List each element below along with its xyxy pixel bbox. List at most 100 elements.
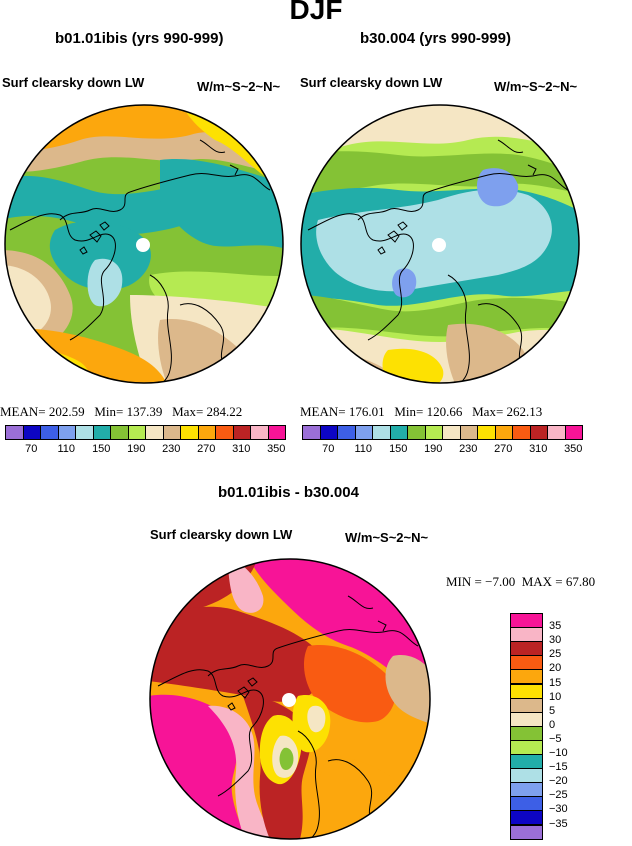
panel-1-colorbar-swatch — [110, 425, 129, 440]
panel-1-colorbar-tick-label: 350 — [267, 443, 286, 455]
diff-min-value: −7.00 — [485, 574, 516, 589]
panel-2-variable-label: Surf clearsky down LW — [300, 75, 443, 90]
diff-case-title: b01.01ibis - b30.004 — [218, 484, 359, 501]
panel-1-colorbar-tick-label: 310 — [232, 443, 251, 455]
diff-colorbar-tick-label: 5 — [549, 704, 556, 717]
diff-pole-marker — [282, 693, 296, 707]
diff-max-value: 67.80 — [565, 574, 596, 589]
panel-1-max-value: 284.22 — [206, 404, 243, 419]
diff-colorbar-tick-label: 30 — [549, 634, 562, 647]
panel-2-colorbar-swatch — [354, 425, 373, 440]
panel-1-colorbar-swatch — [92, 425, 111, 440]
panel-2-colorbar-swatch — [372, 425, 391, 440]
panel-1-colorbar-swatch — [75, 425, 94, 440]
panel-2-colorbar-swatch — [442, 425, 461, 440]
panel-1-pole-marker — [136, 238, 150, 252]
diff-colorbar-tick-label: 35 — [549, 620, 562, 633]
diff-colorbar-swatch — [510, 824, 543, 840]
panel-2-colorbar-tick-label: 270 — [494, 443, 513, 455]
panel-2-colorbar-swatch — [389, 425, 408, 440]
panel-2-mean-label: MEAN= — [300, 404, 346, 419]
panel-2-colorbar-swatch — [564, 425, 583, 440]
diff-colorbar-tick-label: 15 — [549, 676, 562, 689]
panel-1-max-label: Max= — [172, 404, 204, 419]
panel-2-colorbar-tick-label: 70 — [322, 443, 335, 455]
diff-colorbar-tick-label: −30 — [549, 803, 568, 816]
diff-colorbar-tick-label: −5 — [549, 732, 562, 745]
diff-colorbar-swatch — [510, 669, 543, 685]
diff-colorbar-tick-label: 0 — [549, 718, 556, 731]
panel-2-mean-value: 176.01 — [348, 404, 385, 419]
diff-polar-map — [149, 558, 431, 840]
panel-1-colorbar-swatch — [145, 425, 164, 440]
diff-colorbar-tick-label: 25 — [549, 648, 562, 661]
diff-colorbar-tick-label: 20 — [549, 662, 562, 675]
diff-colorbar-swatch — [510, 655, 543, 671]
panel-2-colorbar-swatch — [529, 425, 548, 440]
panel-2-colorbar-swatch — [547, 425, 566, 440]
diff-min-max: MIN = −7.00 MAX = 67.80 — [446, 574, 595, 590]
panel-1-mean-value: 202.59 — [48, 404, 85, 419]
diff-colorbar-tick-label: 10 — [549, 690, 562, 703]
panel-1-colorbar-swatch — [215, 425, 234, 440]
panel-2-case-title: b30.004 (yrs 990-999) — [360, 30, 511, 47]
panel-2-pole-marker — [432, 238, 446, 252]
diff-colorbar-tick-label: −20 — [549, 775, 568, 788]
panel-1-colorbar-swatch — [250, 425, 269, 440]
panel-1-colorbar-swatch — [180, 425, 199, 440]
diff-colorbar-swatch — [510, 782, 543, 798]
panel-1-colorbar-swatch — [162, 425, 181, 440]
panel-1-colorbar-tick-label: 190 — [127, 443, 146, 455]
diff-colorbar-swatch — [510, 810, 543, 826]
panel-2-colorbar-swatch — [477, 425, 496, 440]
panel-1-colorbar-swatch — [267, 425, 286, 440]
diff-colorbar-tick-label: −25 — [549, 789, 568, 802]
panel-2-colorbar-tick-label: 150 — [389, 443, 408, 455]
panel-2-min-value: 120.66 — [426, 404, 463, 419]
diff-colorbar-swatch — [510, 739, 543, 755]
panel-1-colorbar-swatch — [5, 425, 24, 440]
panel-2-colorbar-swatch — [337, 425, 356, 440]
panel-2-max-value: 262.13 — [506, 404, 543, 419]
diff-colorbar-swatch — [510, 613, 543, 629]
panel-2-stats: MEAN= 176.01 Min= 120.66 Max= 262.13 — [300, 404, 542, 420]
diff-colorbar-swatch — [510, 627, 543, 643]
panel-1-colorbar-tick-label: 270 — [197, 443, 216, 455]
panel-1-min-label: Min= — [94, 404, 124, 419]
diff-colorbar-swatch — [510, 796, 543, 812]
diff-colorbar-swatch — [510, 697, 543, 713]
panel-1-colorbar-swatch — [22, 425, 41, 440]
panel-2-min-label: Min= — [394, 404, 424, 419]
panel-2-colorbar-tick-label: 110 — [354, 443, 373, 455]
panel-1-colorbar-swatch — [57, 425, 76, 440]
diff-colorbar-swatch — [510, 683, 543, 699]
panel-1-colorbar-tick-label: 230 — [162, 443, 181, 455]
panel-1-colorbar-tick-label: 150 — [92, 443, 111, 455]
diff-colorbar-swatch — [510, 768, 543, 784]
panel-1-units-label: W/m~S~2~N~ — [197, 79, 281, 94]
panel-2-colorbar-swatch — [512, 425, 531, 440]
panel-2-polar-map — [300, 104, 580, 384]
panel-1-min-value: 137.39 — [126, 404, 163, 419]
panel-1-polar-map — [4, 104, 284, 384]
panel-2-colorbar-swatch — [459, 425, 478, 440]
page-title: DJF — [289, 0, 343, 25]
panel-1-stats: MEAN= 202.59 Min= 137.39 Max= 284.22 — [0, 404, 242, 420]
panel-2-colorbar-swatch — [424, 425, 443, 440]
panel-1-colorbar-tick-label: 70 — [25, 443, 38, 455]
diff-colorbar-tick-label: −15 — [549, 761, 568, 774]
panel-1-variable-label: Surf clearsky down LW — [2, 75, 145, 90]
diff-colorbar-swatch — [510, 641, 543, 657]
panel-2-colorbar-swatch — [319, 425, 338, 440]
panel-2-colorbar-swatch — [302, 425, 321, 440]
panel-2-colorbar-tick-label: 310 — [529, 443, 548, 455]
diff-colorbar-swatch — [510, 754, 543, 770]
diff-colorbar-tick-label: −10 — [549, 747, 568, 759]
panel-2-colorbar-swatch — [494, 425, 513, 440]
panel-2-colorbar-tick-label: 190 — [424, 443, 443, 455]
diff-variable-label: Surf clearsky down LW — [150, 527, 293, 542]
panel-1-mean-label: MEAN= — [0, 404, 46, 419]
panel-1-colorbar-swatch — [127, 425, 146, 440]
panel-1-colorbar-swatch — [197, 425, 216, 440]
diff-min-label: MIN = — [446, 574, 482, 589]
